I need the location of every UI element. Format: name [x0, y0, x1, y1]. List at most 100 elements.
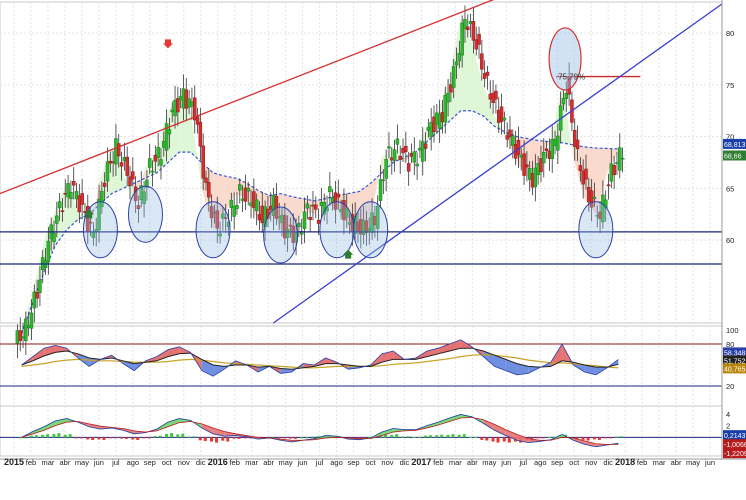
candle: [612, 165, 616, 176]
candle: [316, 219, 321, 224]
month-tick-label: nov: [178, 458, 190, 467]
candle: [426, 127, 431, 131]
macd-histogram-bar: [552, 436, 556, 438]
month-tick-label: jun: [704, 458, 715, 467]
candle: [119, 162, 124, 167]
candle: [480, 53, 484, 70]
macd-fill: [44, 420, 56, 431]
candle: [243, 187, 248, 202]
candle: [471, 21, 476, 41]
candle: [499, 106, 504, 122]
candle: [502, 117, 507, 121]
candle: [71, 181, 76, 186]
candle: [511, 135, 515, 146]
candle: [488, 93, 493, 100]
macd-histogram-bar: [609, 437, 613, 439]
macd-histogram-bar: [124, 437, 128, 439]
year-tick-label: 2018: [615, 457, 635, 467]
macd-histogram-bar: [316, 436, 320, 438]
month-tick-label: nov: [585, 458, 597, 467]
candle: [564, 92, 569, 99]
macd-histogram-bar: [187, 436, 191, 438]
rsi-panel: [0, 339, 722, 387]
candle: [536, 163, 540, 176]
candle: [387, 146, 391, 149]
candle: [474, 39, 478, 50]
month-tick-label: feb: [637, 458, 647, 467]
month-tick-label: jun: [93, 458, 104, 467]
macd-histogram-bar: [305, 437, 309, 439]
candle: [142, 191, 146, 204]
cloud-segment: [573, 144, 585, 199]
macd-histogram-bar: [243, 437, 247, 439]
rsi-fill: [303, 363, 315, 368]
candle: [449, 84, 453, 93]
macd-histogram-bar: [41, 434, 45, 438]
macd-histogram-bar: [592, 437, 596, 440]
candle: [26, 325, 31, 329]
macd-histogram-bar: [79, 437, 83, 439]
candle: [116, 143, 121, 157]
macd-histogram-bar: [63, 434, 67, 438]
rsi-fill: [550, 344, 563, 367]
candle: [125, 156, 129, 176]
low-circle: [319, 201, 355, 259]
macd-histogram-bar: [215, 437, 219, 443]
candle: [508, 129, 512, 138]
candle: [108, 160, 113, 164]
ma-last-value: 68,813: [724, 142, 746, 149]
macd-histogram-bar: [226, 437, 230, 442]
candle: [392, 149, 397, 161]
candle: [221, 213, 225, 219]
candle: [418, 148, 422, 151]
month-tick-label: mar: [41, 458, 54, 467]
candle: [246, 187, 250, 192]
month-tick-label: jul: [519, 458, 528, 467]
month-tick-label: ago: [330, 458, 343, 467]
rsi-fill: [494, 355, 506, 371]
candle: [97, 198, 101, 231]
candle: [100, 190, 104, 208]
candle: [249, 202, 253, 207]
candle: [136, 205, 141, 210]
axes: 2015 feb mar abr may jun jul ago sep oct nov dic 201…: [0, 0, 746, 467]
macd-histogram-bar: [34, 435, 38, 438]
macd-histogram-bar: [68, 434, 72, 438]
month-tick-label: mar: [653, 458, 666, 467]
candle: [173, 99, 177, 117]
macd-fill: [449, 414, 461, 422]
rsi-fill: [213, 365, 225, 377]
candle: [181, 88, 186, 109]
candle: [260, 205, 265, 224]
candle: [468, 21, 473, 24]
candle: [150, 170, 155, 173]
macd-fill: [381, 428, 394, 436]
candle: [333, 192, 338, 210]
macd-histogram-bar: [198, 437, 202, 441]
candle: [57, 201, 62, 209]
candle: [77, 195, 82, 213]
candle: [162, 141, 166, 148]
rsi-signal-line: [21, 347, 619, 370]
candle: [257, 214, 262, 221]
candle: [187, 98, 191, 108]
macd-histogram-bar: [469, 436, 472, 438]
macd-histogram-bar: [390, 434, 394, 438]
macd-fill: [505, 429, 518, 441]
month-tick-label: jul: [315, 458, 324, 467]
macd-histogram-bar: [615, 436, 619, 438]
macd-histogram-bar: [597, 437, 601, 440]
candle: [556, 135, 560, 151]
candle: [344, 207, 349, 218]
candle: [302, 211, 307, 229]
month-tick-label: jul: [111, 458, 120, 467]
macd-histogram-bar: [46, 434, 50, 438]
candle: [235, 205, 239, 209]
rsi-fill: [381, 351, 394, 363]
month-tick-label: oct: [365, 458, 376, 467]
candle: [420, 141, 425, 162]
month-tick-label: dic: [400, 458, 410, 467]
candle: [66, 183, 70, 198]
macd-histogram-bar: [491, 437, 495, 442]
